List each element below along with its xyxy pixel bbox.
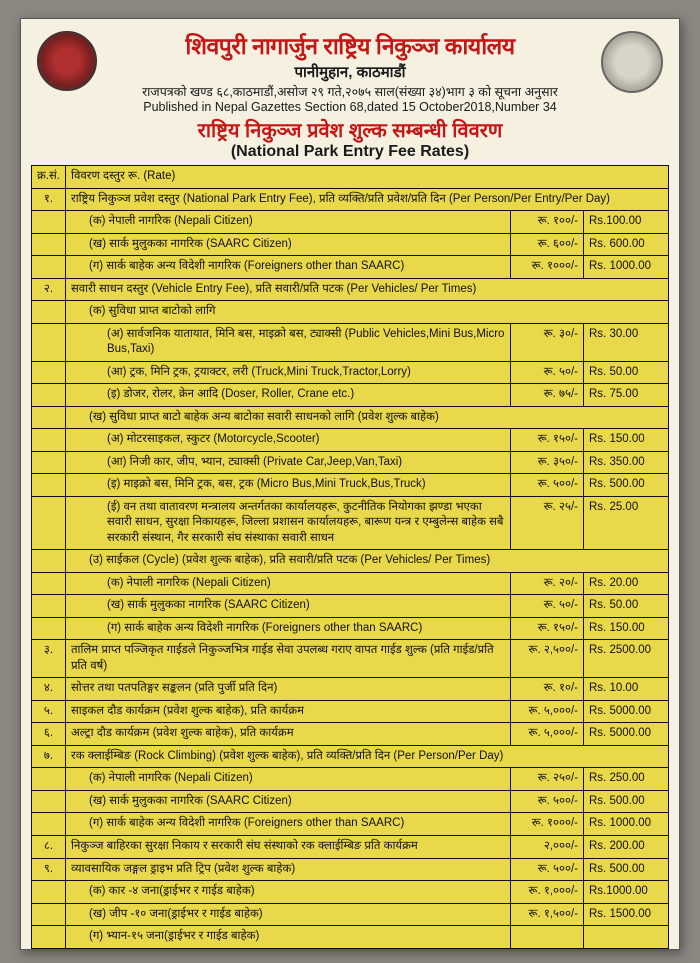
table-row: (इ) माइक्रो बस, मिनि ट्रक, बस, ट्रक (Mic…	[32, 474, 669, 497]
table-row: (ग) सार्क बाहेक अन्य विदेशी नागरिक (Fore…	[32, 256, 669, 279]
table-row: (ख) सुविधा प्राप्त बाटो बाहेक अन्य बाटोक…	[32, 406, 669, 429]
table-row: २.सवारी साधन दस्तुर (Vehicle Entry Fee),…	[32, 278, 669, 301]
table-row: (ख) जीप -१० जना(ड्राईभर र गाईड बाहेक)रू.…	[32, 903, 669, 926]
office-location-np: पानीमुहान, काठमाडौं	[31, 62, 669, 82]
table-row: (ग) भ्यान-१५ जना(ड्राईभर र गाईड बाहेक)	[32, 926, 669, 949]
table-row: ४.सोत्तर तथा पतपतिङ्गर सङ्कलन (प्रति पुर…	[32, 678, 669, 701]
table-row: (इ) डोजर, रोलर, क्रेन आदि (Doser, Roller…	[32, 384, 669, 407]
table-row: (क) कार -४ जना(ड्राईभर र गाईड बाहेक)रू. …	[32, 881, 669, 904]
table-row: ७.रक क्लाईम्बिङ (Rock Climbing) (प्रवेश …	[32, 745, 669, 768]
table-row: ५.साइकल दौड कार्यक्रम (प्रवेश शुल्क बाहे…	[32, 700, 669, 723]
table-row: ३.तालिम प्राप्त पञ्जिकृत गाईडले निकुञ्जभ…	[32, 640, 669, 678]
table-row: क्र.सं.विवरण दस्तुर रू. (Rate)	[32, 166, 669, 189]
office-title-np: शिवपुरी नागार्जुन राष्ट्रिय निकुञ्ज कार्…	[31, 29, 669, 61]
notice-board: शिवपुरी नागार्जुन राष्ट्रिय निकुञ्ज कार्…	[20, 18, 680, 950]
table-row: (ई) वन तथा वातावरण मन्त्रालय अन्तर्गतका …	[32, 496, 669, 550]
table-row: (उ) साईकल (Cycle) (प्रवेश शुल्क बाहेक), …	[32, 550, 669, 573]
table-row: (ख) सार्क मुलुकका नागरिक (SAARC Citizen)…	[32, 233, 669, 256]
table-row: १.राष्ट्रिय निकुञ्ज प्रवेश दस्तुर (Natio…	[32, 188, 669, 211]
table-row: ६.अल्ट्रा दौड कार्यक्रम (प्रवेश शुल्क बा…	[32, 723, 669, 746]
fee-title-en: (National Park Entry Fee Rates)	[31, 143, 669, 161]
table-row: (क) नेपाली नागरिक (Nepali Citizen)रू. २५…	[32, 768, 669, 791]
table-row: ८.निकुञ्ज बाहिरका सुरक्षा निकाय र सरकारी…	[32, 835, 669, 858]
table-row: ९.व्यावसायिक जङ्गल ड्राइभ प्रति ट्रिप (प…	[32, 858, 669, 881]
table-row: (अ) मोटरसाइकल, स्कुटर (Motorcycle,Scoote…	[32, 429, 669, 452]
table-row: (आ) ट्रक, मिनि ट्रक, ट्रयाक्टर, लरी (Tru…	[32, 361, 669, 384]
fee-title-np: राष्ट्रिय निकुञ्ज प्रवेश शुल्क सम्बन्धी …	[31, 116, 669, 143]
header: शिवपुरी नागार्जुन राष्ट्रिय निकुञ्ज कार्…	[31, 29, 669, 161]
nepal-emblem-icon	[37, 31, 97, 91]
gazette-reference-np: राजपत्रको खण्ड ६८,काठमाडौं,असोज २९ गते,२…	[31, 83, 669, 100]
table-row: (ख) सार्क मुलुकका नागरिक (SAARC Citizen)…	[32, 790, 669, 813]
fee-rates-table: क्र.सं.विवरण दस्तुर रू. (Rate)१.राष्ट्रि…	[31, 165, 669, 949]
table-row: (क) नेपाली नागरिक (Nepali Citizen)रू. २०…	[32, 572, 669, 595]
table-row: (ग) सार्क बाहेक अन्य विदेशी नागरिक (Fore…	[32, 617, 669, 640]
gazette-reference-en: Published in Nepal Gazettes Section 68,d…	[31, 100, 669, 114]
table-row: (अ) सार्वजनिक यातायात, मिनि बस, माइक्रो …	[32, 323, 669, 361]
park-logo-icon	[601, 31, 663, 93]
table-row: (क) नेपाली नागरिक (Nepali Citizen)रू. १०…	[32, 211, 669, 234]
table-row: (आ) निजी कार, जीप, भ्यान, ट्याक्सी (Priv…	[32, 451, 669, 474]
table-row: (ग) सार्क बाहेक अन्य विदेशी नागरिक (Fore…	[32, 813, 669, 836]
table-row: (ख) सार्क मुलुकका नागरिक (SAARC Citizen)…	[32, 595, 669, 618]
table-row: (क) सुविधा प्राप्त बाटोको लागि	[32, 301, 669, 324]
